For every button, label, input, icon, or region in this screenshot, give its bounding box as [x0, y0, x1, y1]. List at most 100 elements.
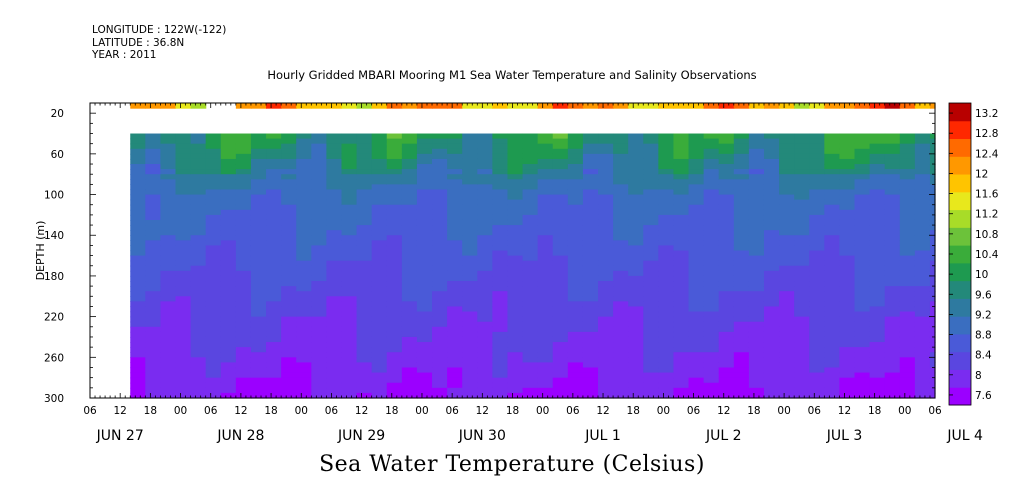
heatmap-cell [899, 316, 916, 323]
heatmap-cell [884, 189, 901, 196]
heatmap-cell [462, 352, 478, 358]
heatmap-cell [160, 235, 177, 241]
heatmap-cell [492, 174, 509, 180]
heatmap-cell [537, 153, 554, 160]
heatmap-cell [567, 164, 584, 170]
heatmap-cell [658, 306, 675, 313]
heatmap-cell [733, 296, 750, 302]
heatmap-cell [567, 133, 584, 140]
heatmap-cell [432, 169, 448, 175]
heatmap-cell [205, 219, 222, 226]
heatmap-cell [266, 158, 282, 165]
heatmap-cell [432, 367, 448, 374]
heatmap-cell [311, 194, 327, 201]
heatmap-cell [371, 103, 388, 109]
heatmap-cell [763, 158, 780, 165]
heatmap-cell [281, 392, 297, 399]
heatmap-cell [598, 250, 614, 257]
heatmap-cell [462, 296, 478, 302]
heatmap-cell [809, 250, 825, 257]
heatmap-cell [416, 260, 433, 267]
heatmap-cell [779, 179, 795, 185]
heatmap-cell [658, 311, 675, 318]
heatmap-cell [809, 194, 825, 201]
heatmap-cell [809, 260, 825, 267]
x-tick-label: 18 [144, 405, 157, 417]
heatmap-cell [522, 245, 539, 252]
heatmap-cell [220, 336, 237, 343]
heatmap-cell [145, 301, 162, 308]
heatmap-cell [537, 331, 554, 338]
heatmap-cell [779, 387, 795, 394]
heatmap-cell [598, 199, 614, 206]
heatmap-cell [507, 184, 524, 191]
heatmap-cell [311, 164, 327, 170]
heatmap-cell [854, 347, 871, 353]
heatmap-cell [145, 347, 162, 353]
heatmap-cell [567, 245, 584, 252]
heatmap-cell [507, 240, 524, 247]
heatmap-cell [748, 311, 765, 318]
heatmap-cell [190, 296, 207, 302]
heatmap-cell [145, 286, 162, 292]
heatmap-cell [447, 235, 463, 241]
heatmap-cell [809, 184, 825, 191]
heatmap-cell [809, 143, 825, 150]
heatmap-cell [688, 169, 705, 175]
heatmap-cell [356, 204, 373, 211]
heatmap-cell [401, 306, 418, 313]
heatmap-cell [643, 143, 659, 150]
heatmap-cell [386, 265, 403, 272]
colorbar-tick-label: 10.4 [975, 249, 999, 261]
heatmap-cell [884, 296, 901, 302]
heatmap-cell [205, 164, 222, 170]
heatmap-cell [567, 250, 584, 257]
heatmap-cell [462, 392, 478, 399]
heatmap-cell [733, 336, 750, 343]
heatmap-cell [779, 362, 795, 369]
heatmap-cell [386, 164, 403, 170]
heatmap-cell [567, 199, 584, 206]
heatmap-cell [401, 164, 418, 170]
heatmap-cell [175, 387, 192, 394]
heatmap-cell [869, 377, 886, 384]
heatmap-cell [190, 214, 207, 221]
heatmap-cell [462, 291, 478, 297]
heatmap-cell [582, 316, 599, 323]
heatmap-cell [371, 275, 388, 282]
heatmap-cell [809, 219, 825, 226]
heatmap-cell [205, 194, 222, 201]
heatmap-cell [763, 225, 780, 231]
heatmap-cell [718, 103, 735, 109]
heatmap-cell [371, 219, 388, 226]
colorbar-tick-label: 13.2 [975, 108, 998, 120]
heatmap-cell [598, 164, 614, 170]
heatmap-cell [311, 255, 327, 262]
heatmap-cell [175, 204, 192, 211]
heatmap-cell [432, 138, 448, 145]
heatmap-cell [522, 255, 539, 262]
heatmap-cell [266, 326, 282, 333]
heatmap-cell [688, 265, 705, 272]
heatmap-cell [658, 347, 675, 353]
heatmap-cell [205, 357, 222, 363]
x-day-label: JUN 30 [458, 428, 506, 444]
heatmap-cell [914, 255, 931, 262]
colorbar-swatch [949, 227, 971, 246]
heatmap-cell [613, 296, 629, 302]
heatmap-cell [658, 184, 675, 191]
heatmap-cell [809, 311, 825, 318]
heatmap-cell [869, 133, 886, 140]
heatmap-cell [748, 214, 765, 221]
heatmap-cell [205, 342, 222, 348]
heatmap-cell [673, 250, 690, 257]
heatmap-cell [552, 133, 569, 140]
heatmap-cell [552, 235, 569, 241]
heatmap-cell [643, 306, 659, 313]
heatmap-cell [794, 199, 810, 206]
heatmap-cell [613, 169, 629, 175]
heatmap-cell [552, 148, 569, 155]
heatmap-cell [371, 291, 388, 297]
heatmap-cell [582, 265, 599, 272]
heatmap-cell [537, 209, 554, 216]
